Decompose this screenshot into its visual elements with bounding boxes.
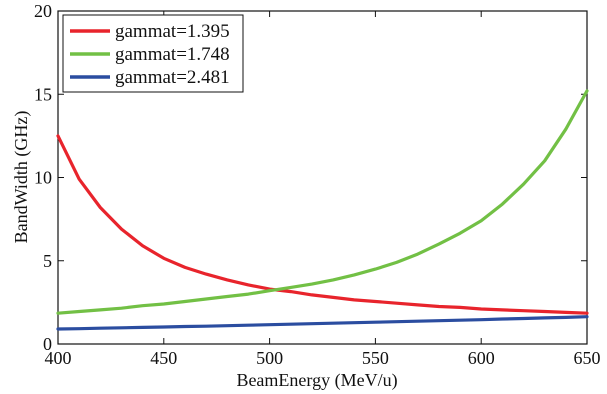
series-line-3: [56, 315, 589, 331]
y-tick-label: 20: [34, 1, 52, 21]
series-line-2: [56, 89, 589, 315]
legend-label-2: gammat=1.748: [115, 44, 230, 65]
series-lines: [56, 89, 589, 331]
y-axis-label: BandWidth (GHz): [11, 111, 32, 244]
y-tick-label: 15: [34, 84, 52, 104]
y-tick-label: 5: [43, 251, 52, 271]
legend-label-1: gammat=1.395: [115, 21, 230, 42]
series-line-1: [56, 134, 589, 315]
x-tick-label: 600: [468, 348, 495, 368]
x-axis-label: BeamEnergy (MeV/u): [236, 370, 397, 391]
x-tick-label: 650: [574, 348, 601, 368]
x-axis-ticks: 400 450 500 550 600 650: [45, 11, 601, 368]
x-tick-label: 400: [45, 348, 72, 368]
x-tick-label: 550: [362, 348, 389, 368]
x-tick-label: 500: [256, 348, 283, 368]
x-tick-label: 450: [150, 348, 177, 368]
y-tick-label: 10: [34, 168, 52, 188]
legend-label-3: gammat=2.481: [115, 67, 230, 88]
y-tick-label: 0: [43, 334, 52, 354]
